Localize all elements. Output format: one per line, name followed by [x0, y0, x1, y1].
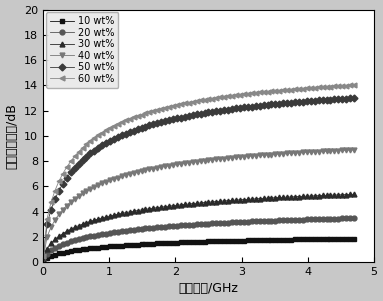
- 40 wt%: [41, 257, 46, 260]
- 50 wt%: [316, 99, 321, 102]
- 10 wt%: [352, 237, 357, 240]
- Line: 30 wt%: 30 wt%: [41, 192, 357, 263]
- 10 wt%: [178, 240, 183, 244]
- Line: 50 wt%: 50 wt%: [41, 96, 357, 259]
- 30 wt%: [230, 199, 234, 202]
- 20 wt%: [230, 221, 234, 224]
- 50 wt%: [41, 255, 46, 259]
- X-axis label: 电磁频率/GHz: 电磁频率/GHz: [178, 282, 239, 296]
- 40 wt%: [242, 155, 246, 159]
- 20 wt%: [352, 216, 357, 220]
- 40 wt%: [178, 162, 183, 166]
- 50 wt%: [178, 116, 183, 119]
- 40 wt%: [230, 156, 234, 160]
- 20 wt%: [226, 221, 231, 224]
- 60 wt%: [352, 83, 357, 87]
- 50 wt%: [242, 106, 246, 109]
- Y-axis label: 电磁屏蔽效能/dB: 电磁屏蔽效能/dB: [6, 103, 18, 169]
- 10 wt%: [230, 239, 234, 243]
- 30 wt%: [226, 199, 231, 203]
- 20 wt%: [316, 217, 321, 221]
- 10 wt%: [242, 239, 246, 242]
- 10 wt%: [226, 239, 231, 243]
- Line: 10 wt%: 10 wt%: [41, 236, 357, 264]
- 50 wt%: [230, 107, 234, 111]
- 20 wt%: [178, 224, 183, 227]
- 50 wt%: [254, 104, 258, 108]
- 60 wt%: [316, 85, 321, 89]
- 40 wt%: [352, 148, 357, 152]
- 50 wt%: [226, 108, 231, 111]
- 30 wt%: [352, 193, 357, 196]
- 40 wt%: [316, 150, 321, 154]
- 50 wt%: [352, 96, 357, 100]
- 60 wt%: [254, 91, 258, 95]
- Legend: 10 wt%, 20 wt%, 30 wt%, 40 wt%, 50 wt%, 60 wt%: 10 wt%, 20 wt%, 30 wt%, 40 wt%, 50 wt%, …: [46, 12, 118, 88]
- 20 wt%: [242, 220, 246, 224]
- 30 wt%: [41, 259, 46, 262]
- 60 wt%: [41, 255, 46, 258]
- 60 wt%: [230, 94, 234, 98]
- 10 wt%: [254, 238, 258, 242]
- 40 wt%: [226, 156, 231, 160]
- 60 wt%: [242, 92, 246, 96]
- 10 wt%: [316, 237, 321, 241]
- Line: 60 wt%: 60 wt%: [41, 83, 357, 259]
- 30 wt%: [178, 203, 183, 206]
- 30 wt%: [242, 198, 246, 201]
- Line: 40 wt%: 40 wt%: [41, 147, 357, 261]
- 30 wt%: [316, 194, 321, 197]
- 30 wt%: [254, 197, 258, 201]
- 20 wt%: [254, 219, 258, 223]
- 20 wt%: [41, 259, 46, 263]
- 40 wt%: [254, 154, 258, 157]
- 60 wt%: [178, 102, 183, 106]
- 10 wt%: [41, 260, 46, 263]
- Line: 20 wt%: 20 wt%: [41, 216, 357, 263]
- 60 wt%: [226, 95, 231, 98]
